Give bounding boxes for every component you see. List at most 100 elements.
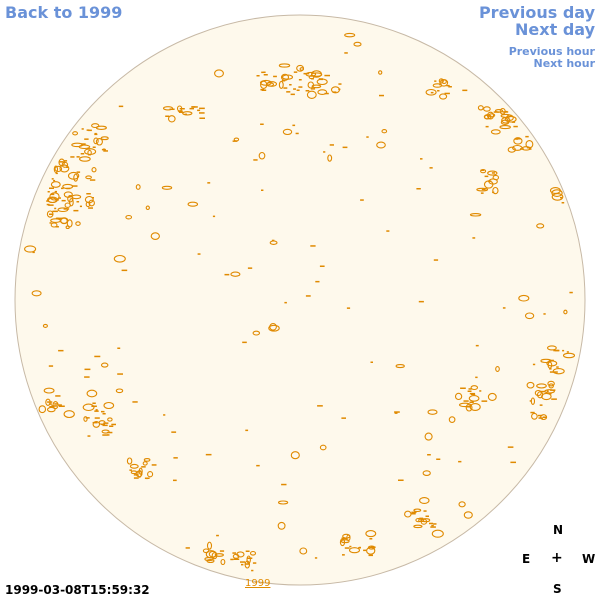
magnetic-contour xyxy=(84,138,89,140)
magnetic-contour xyxy=(481,400,488,402)
magnetic-contour xyxy=(252,330,261,336)
magnetic-contour xyxy=(561,202,565,204)
magnetic-contour xyxy=(31,290,42,297)
magnetic-contour xyxy=(246,555,251,564)
magnetic-contour xyxy=(483,180,494,189)
magnetic-contour xyxy=(293,88,296,90)
magnetic-contour xyxy=(48,365,54,367)
magnetic-contour xyxy=(59,405,65,407)
magnetic-contour xyxy=(61,187,64,190)
magnetic-contour xyxy=(73,173,79,182)
magnetic-contour xyxy=(488,113,496,118)
year-link[interactable]: 1999 xyxy=(245,578,271,589)
previous-hour-link[interactable]: Previous hour xyxy=(508,45,595,58)
magnetic-contour xyxy=(404,510,412,518)
magnetic-contour xyxy=(233,137,240,142)
magnetic-contour xyxy=(344,547,350,549)
magnetic-contour xyxy=(553,371,558,373)
magnetic-contour xyxy=(368,554,373,557)
magnetic-contour xyxy=(465,403,473,412)
back-to-year-link[interactable]: Back to 1999 xyxy=(5,3,123,22)
magnetic-contour xyxy=(59,161,64,163)
magnetic-contour xyxy=(258,151,266,160)
magnetic-contour xyxy=(394,411,400,413)
previous-day-link[interactable]: Previous day xyxy=(478,3,595,22)
magnetic-contour xyxy=(476,187,489,192)
magnetic-contour xyxy=(463,511,473,519)
magnetic-contour xyxy=(66,187,71,190)
magnetic-contour xyxy=(469,401,474,403)
magnetic-contour xyxy=(47,401,53,403)
magnetic-contour xyxy=(415,517,422,523)
magnetic-contour xyxy=(204,557,214,562)
magnetic-contour xyxy=(317,405,323,407)
magnetic-contour xyxy=(551,398,557,400)
magnetic-contour xyxy=(381,129,388,134)
magnetic-contour xyxy=(319,265,325,267)
magnetic-contour xyxy=(256,464,260,467)
magnetic-contour xyxy=(55,172,58,175)
magnetic-contour xyxy=(329,144,334,146)
magnetic-contour xyxy=(323,151,326,153)
magnetic-contour xyxy=(370,361,373,363)
magnetic-contour xyxy=(466,406,472,408)
magnetic-contour xyxy=(68,195,72,197)
magnetic-contour xyxy=(470,385,479,391)
magnetic-contour xyxy=(477,105,484,111)
magnetic-contour xyxy=(530,397,536,405)
magnetic-contour xyxy=(295,132,299,135)
magnetic-contour xyxy=(348,547,361,554)
magnetic-contour xyxy=(219,550,225,552)
magnetic-contour xyxy=(277,521,286,530)
magnetic-contour xyxy=(85,175,92,180)
magnetic-contour xyxy=(278,80,284,89)
magnetic-contour xyxy=(444,92,450,95)
magnetic-contour xyxy=(420,158,423,160)
magnetic-contour xyxy=(286,91,291,93)
magnetic-contour xyxy=(298,79,302,81)
magnetic-contour xyxy=(79,156,91,162)
magnetic-contour xyxy=(486,111,495,120)
magnetic-contour xyxy=(230,271,241,277)
magnetic-contour xyxy=(125,214,133,220)
magnetic-contour xyxy=(163,414,166,416)
magnetic-contour xyxy=(268,324,280,332)
magnetic-contour xyxy=(468,395,480,402)
magnetic-contour xyxy=(546,345,557,351)
magnetic-contour xyxy=(151,464,157,466)
magnetic-contour xyxy=(55,226,59,228)
next-hour-link[interactable]: Next hour xyxy=(533,57,596,70)
magnetic-contour xyxy=(569,291,573,294)
magnetic-contour xyxy=(366,546,376,555)
next-day-link[interactable]: Next day xyxy=(515,20,595,39)
magnetic-contour xyxy=(256,75,260,77)
magnetic-contour xyxy=(311,70,322,78)
magnetic-contour xyxy=(282,128,293,136)
magnetic-contour xyxy=(515,138,519,140)
magnetic-contour xyxy=(206,541,213,550)
magnetic-contour xyxy=(91,197,94,199)
magnetic-contour xyxy=(205,453,212,456)
magnetic-contour xyxy=(145,205,150,211)
magnetic-contour xyxy=(398,479,404,481)
magnetic-contour xyxy=(370,546,376,548)
magnetic-contour xyxy=(524,312,535,320)
magnetic-contour xyxy=(211,552,218,560)
magnetic-contour xyxy=(101,429,110,434)
magnetic-contour xyxy=(76,171,81,173)
magnetic-contour xyxy=(360,199,364,201)
magnetic-contour xyxy=(197,109,201,112)
magnetic-contour xyxy=(507,146,516,153)
magnetic-contour xyxy=(143,458,151,462)
magnetic-contour xyxy=(342,554,345,556)
magnetic-contour xyxy=(299,547,308,555)
magnetic-contour xyxy=(534,389,542,397)
magnetic-contour xyxy=(278,63,291,68)
magnetic-contour xyxy=(539,404,543,406)
magnetic-contour xyxy=(427,454,431,456)
magnetic-contour xyxy=(86,389,98,398)
magnetic-contour xyxy=(517,138,521,140)
magnetic-contour xyxy=(540,390,546,393)
magnetic-contour xyxy=(101,423,105,426)
magnetic-contour xyxy=(54,403,59,405)
